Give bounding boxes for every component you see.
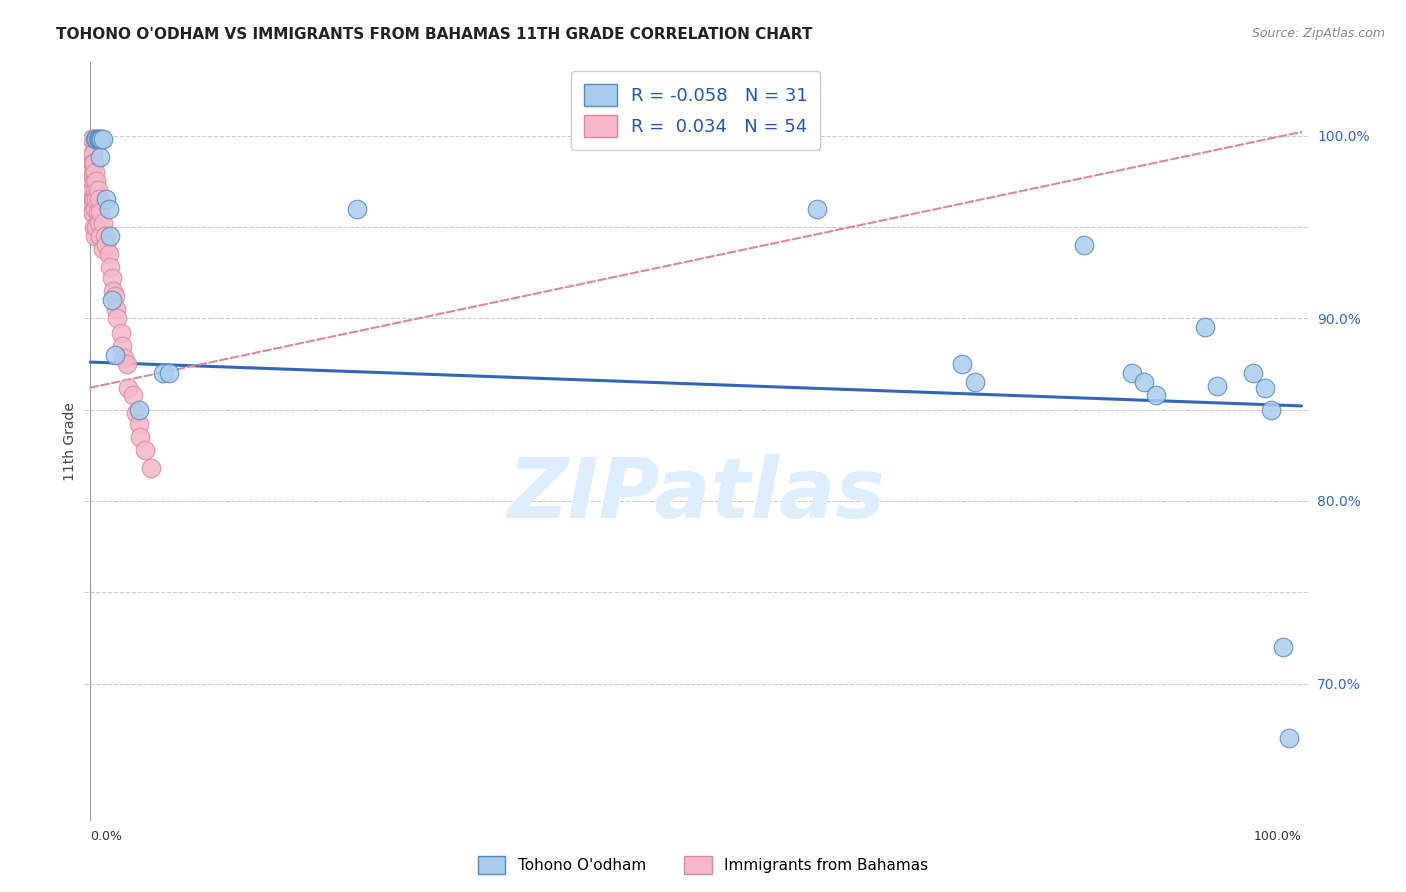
Point <box>110 326 132 340</box>
Text: TOHONO O'ODHAM VS IMMIGRANTS FROM BAHAMAS 11TH GRADE CORRELATION CHART: TOHONO O'ODHAM VS IMMIGRANTS FROM BAHAMA… <box>56 27 813 42</box>
Text: Source: ZipAtlas.com: Source: ZipAtlas.com <box>1251 27 1385 40</box>
Point <box>1278 731 1301 746</box>
Point <box>125 406 148 420</box>
Point <box>80 183 103 197</box>
Point <box>87 193 110 207</box>
Point <box>86 132 108 146</box>
Point <box>80 198 103 212</box>
Point <box>111 338 134 352</box>
Point <box>80 132 103 146</box>
Point <box>963 375 986 389</box>
Point <box>86 132 108 146</box>
Point <box>1241 366 1264 380</box>
Point <box>86 219 108 234</box>
Point <box>86 193 108 207</box>
Point <box>152 366 174 380</box>
Point <box>83 219 105 234</box>
Point <box>89 205 111 219</box>
Text: ZIPatlas: ZIPatlas <box>508 454 884 535</box>
Point <box>1254 381 1277 395</box>
Point <box>1133 375 1156 389</box>
Point <box>157 366 180 380</box>
Point <box>83 156 105 170</box>
Point <box>105 311 128 326</box>
Point <box>94 229 117 244</box>
Point <box>103 284 125 298</box>
Point <box>91 132 114 146</box>
Point <box>128 402 150 417</box>
Point <box>84 202 107 216</box>
Point <box>952 357 974 371</box>
Point <box>128 417 150 432</box>
Point <box>87 132 110 146</box>
Point <box>80 132 103 146</box>
Point <box>101 271 124 285</box>
Point <box>91 216 114 230</box>
Point <box>806 202 828 216</box>
Point <box>139 461 162 475</box>
Point <box>104 348 127 362</box>
Point <box>80 146 103 161</box>
Point <box>84 165 107 179</box>
Point <box>129 430 152 444</box>
Point <box>82 156 104 170</box>
Point <box>121 388 143 402</box>
Point <box>82 193 104 207</box>
Point <box>89 229 111 244</box>
Point <box>80 169 103 183</box>
Point <box>1073 238 1095 252</box>
Point <box>80 193 103 207</box>
Legend: R = -0.058   N = 31, R =  0.034   N = 54: R = -0.058 N = 31, R = 0.034 N = 54 <box>571 71 821 150</box>
Point <box>84 132 107 146</box>
Point <box>83 174 105 188</box>
Point <box>82 169 104 183</box>
Point <box>90 132 112 146</box>
Point <box>115 357 138 371</box>
Point <box>91 242 114 256</box>
Point <box>80 174 103 188</box>
Point <box>96 238 118 252</box>
Point <box>96 193 118 207</box>
Point <box>89 132 111 146</box>
Point <box>98 260 121 274</box>
Point <box>86 205 108 219</box>
Point <box>1194 320 1216 334</box>
Point <box>86 174 108 188</box>
Point <box>89 151 111 165</box>
Text: 100.0%: 100.0% <box>1254 830 1302 843</box>
Point <box>1272 640 1295 654</box>
Point <box>97 247 120 261</box>
Point <box>84 229 107 244</box>
Point <box>1144 388 1167 402</box>
Point <box>1205 379 1227 393</box>
Legend: Tohono O'odham, Immigrants from Bahamas: Tohono O'odham, Immigrants from Bahamas <box>472 850 934 880</box>
Point <box>86 183 108 197</box>
Point <box>84 183 107 197</box>
Point <box>117 381 139 395</box>
Point <box>98 229 121 244</box>
Text: 0.0%: 0.0% <box>90 830 122 843</box>
Point <box>346 202 368 216</box>
Point <box>104 289 127 303</box>
Point <box>134 442 156 457</box>
Point <box>83 193 105 207</box>
Point <box>97 202 120 216</box>
Point <box>80 205 103 219</box>
Point <box>112 351 135 366</box>
Y-axis label: 11th Grade: 11th Grade <box>63 402 77 481</box>
Point <box>82 205 104 219</box>
Point <box>101 293 124 307</box>
Point <box>1121 366 1143 380</box>
Point <box>82 146 104 161</box>
Point <box>80 156 103 170</box>
Point <box>104 302 127 317</box>
Point <box>1260 402 1282 417</box>
Point <box>87 216 110 230</box>
